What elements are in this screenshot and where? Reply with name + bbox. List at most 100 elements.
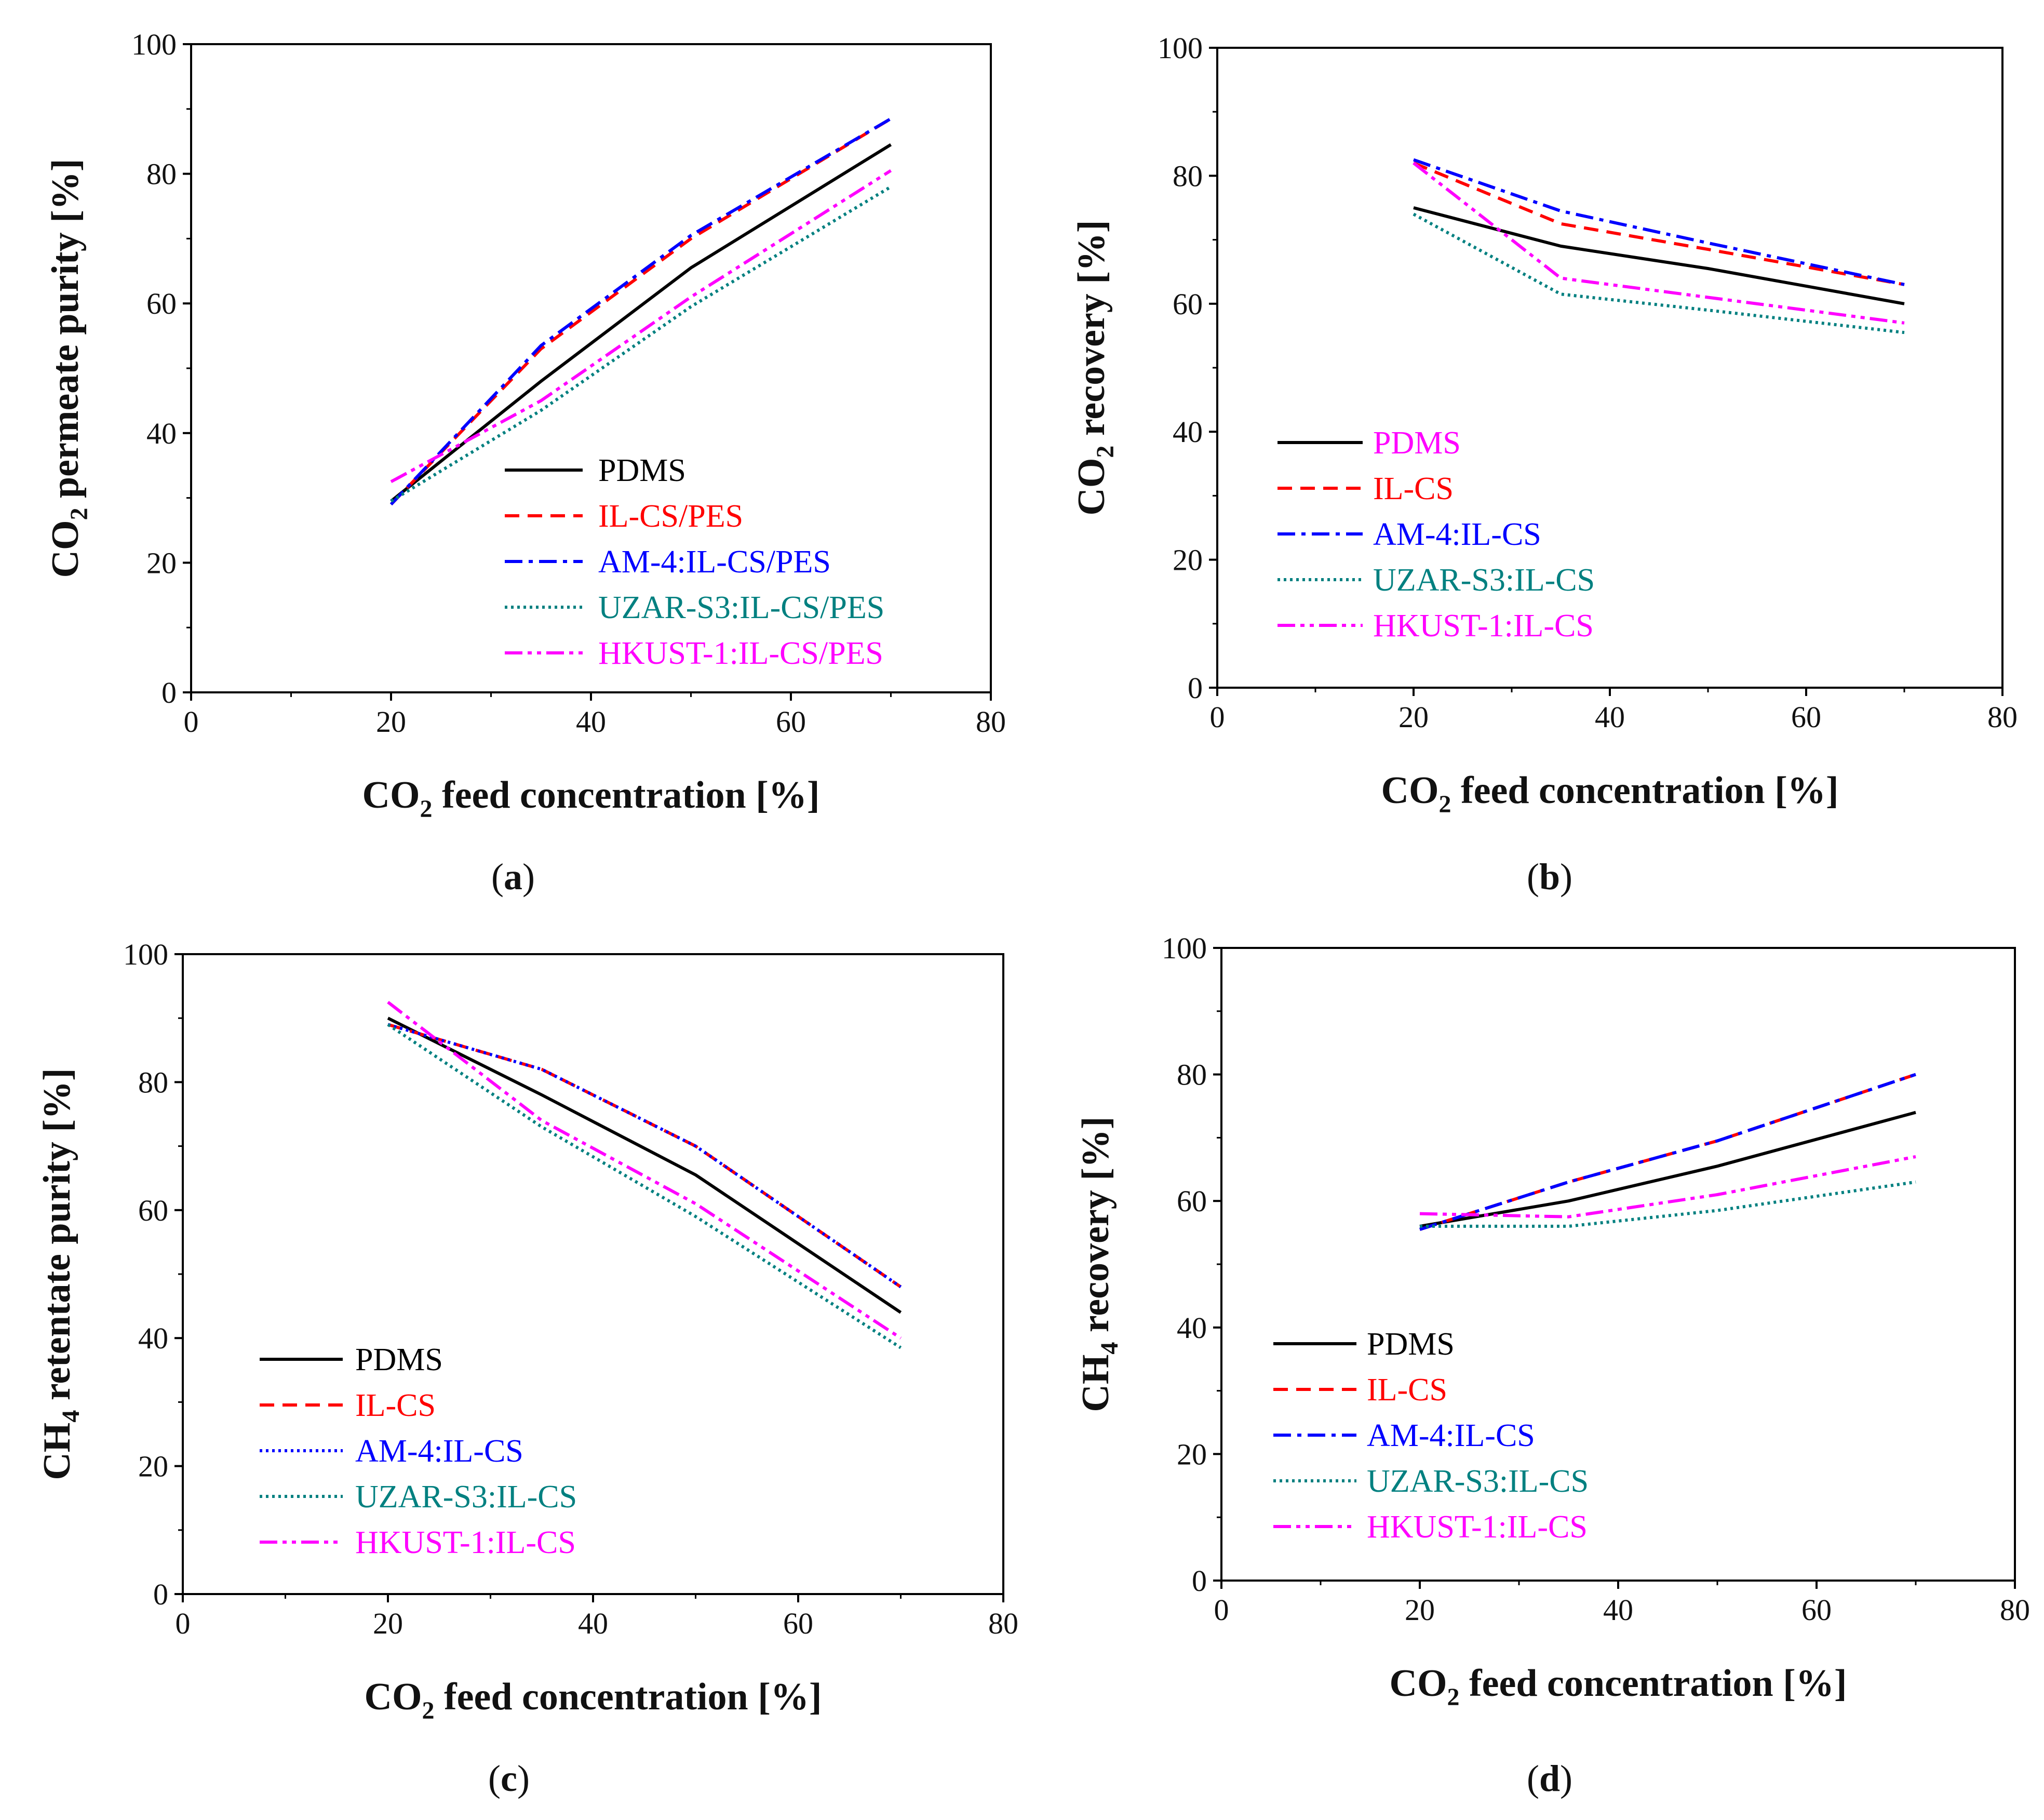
panel-caption: (b) [1527, 856, 1572, 898]
x-axis-label: CO2 feed concentration [%] [1390, 1662, 1847, 1711]
x-tick-label: 20 [373, 1607, 403, 1640]
y-axis-label: CH4 recovery [%] [1074, 1116, 1123, 1412]
series-line-hkust-1-il-cs [1413, 162, 1905, 325]
y-axis-label-main: CO [44, 520, 87, 578]
x-axis-label-rest: feed concentration [%] [1460, 1662, 1847, 1705]
legend: PDMS IL-CS AM-4:IL-CS UZAR-S3:IL-CS HKUST-1:… [1273, 1327, 1589, 1545]
legend-label: UZAR-S3:IL-CS [1373, 563, 1595, 598]
y-tick-label: 20 [138, 1450, 168, 1483]
series-line-am-4-il-cs [1419, 1073, 1916, 1231]
series-line-am-4-il-cs-pes [389, 117, 892, 506]
y-axis-label-rest: recovery [%] [1070, 220, 1113, 445]
series-line-il-cs [1413, 162, 1905, 286]
series-line-pdms [387, 1016, 902, 1314]
caption-close: ) [1560, 856, 1572, 898]
plot-frame [1220, 947, 2016, 1582]
y-axis-label-subscript: 4 [57, 1410, 85, 1423]
legend-label: AM-4:IL-CS/PES [598, 544, 831, 580]
caption-open: ( [1527, 1758, 1539, 1799]
y-axis-label-main: CO [1070, 458, 1113, 516]
x-tick-label: 0 [184, 705, 199, 739]
series-line-am-4-il-cs [1413, 158, 1905, 286]
y-tick-label: 20 [146, 546, 177, 580]
series-line-hkust-1-il-cs-pes [390, 169, 892, 484]
y-tick-label: 100 [1158, 31, 1203, 65]
x-tick-label: 40 [1595, 700, 1625, 734]
legend-label: IL-CS/PES [598, 499, 743, 534]
legend-label: AM-4:IL-CS [1373, 517, 1541, 552]
y-axis-label-rest: retentate purity [%] [36, 1068, 78, 1410]
legend-label: HKUST-1:IL-CS/PES [598, 636, 883, 671]
x-tick-label: 40 [578, 1607, 608, 1640]
x-axis-label-rest: feed concentration [%] [1451, 769, 1839, 812]
y-axis-label-subscript: 2 [65, 507, 93, 520]
legend-label: IL-CS [1367, 1372, 1447, 1408]
x-tick-label: 80 [976, 705, 1006, 739]
x-axis-label: CO2 feed concentration [%] [1381, 769, 1839, 818]
y-tick-label: 60 [1173, 287, 1203, 321]
legend-label: UZAR-S3:IL-CS [355, 1479, 577, 1515]
y-tick-label: 0 [153, 1577, 168, 1611]
x-axis-label-main: CO [362, 774, 420, 817]
x-axis-label-main: CO [1381, 769, 1439, 812]
y-axis-label: CO2 permeate purity [%] [44, 159, 93, 578]
y-tick-label: 80 [146, 157, 177, 191]
series-line-pdms [390, 143, 892, 503]
y-tick-label: 40 [138, 1321, 168, 1355]
legend-label: AM-4:IL-CS [355, 1434, 523, 1469]
y-tick-label: 40 [1173, 415, 1203, 449]
x-axis-label-subscript: 2 [422, 1697, 435, 1724]
y-axis-label-rest: permeate purity [%] [44, 159, 87, 508]
series-line-pdms [1419, 1110, 1916, 1228]
y-axis-label-main: CH [36, 1423, 78, 1480]
x-tick-label: 40 [1603, 1593, 1633, 1627]
y-axis-label-rest: recovery [%] [1074, 1116, 1117, 1342]
x-tick-label: 80 [1987, 700, 2018, 734]
series-line-il-cs-pes [389, 117, 892, 506]
plot-frame [1216, 47, 2003, 689]
caption-letter: b [1539, 856, 1560, 898]
x-tick-label: 0 [1210, 700, 1225, 734]
legend-label: HKUST-1:IL-CS [1367, 1509, 1588, 1545]
x-axis-label-subscript: 2 [1439, 791, 1451, 818]
series-line-pdms [1413, 206, 1905, 305]
series-line-uzar-s3-il-cs [387, 1023, 902, 1349]
x-tick-label: 60 [783, 1607, 813, 1640]
panel-caption: (d) [1527, 1758, 1572, 1799]
y-tick-label: 100 [131, 28, 177, 61]
x-axis-label-main: CO [1390, 1662, 1447, 1705]
x-axis-label-subscript: 2 [1447, 1683, 1460, 1711]
y-tick-label: 100 [1162, 931, 1207, 965]
x-axis-label-rest: feed concentration [%] [433, 774, 820, 817]
legend-label: UZAR-S3:IL-CS/PES [598, 590, 884, 625]
y-tick-label: 40 [146, 417, 177, 450]
series-line-il-cs [387, 1023, 902, 1289]
legend-label: IL-CS [355, 1388, 436, 1423]
x-axis-label: CO2 feed concentration [%] [362, 774, 820, 823]
x-tick-label: 60 [776, 705, 806, 739]
y-tick-label: 20 [1177, 1437, 1207, 1471]
caption-letter: a [504, 856, 522, 898]
y-tick-label: 60 [146, 287, 177, 320]
y-tick-label: 40 [1177, 1311, 1207, 1345]
x-tick-label: 60 [1801, 1593, 1832, 1627]
caption-letter: c [501, 1758, 517, 1799]
series-line-hkust-1-il-cs [387, 1001, 902, 1340]
y-tick-label: 60 [1177, 1184, 1207, 1218]
x-tick-label: 20 [1405, 1593, 1435, 1627]
x-axis-label-subscript: 2 [420, 795, 433, 823]
series-line-uzar-s3-il-cs-pes [390, 185, 892, 503]
legend-label: HKUST-1:IL-CS [1373, 608, 1594, 644]
panel-d: 0 20 40 60 80 0 20 40 60 80 100 CO2 feed concentrat… [1074, 931, 2030, 1799]
caption-close: ) [1560, 1758, 1572, 1799]
legend: PDMS IL-CS/PES AM-4:IL-CS/PES UZAR-S3:IL-CS… [505, 453, 884, 671]
caption-close: ) [517, 1758, 530, 1799]
legend-label: AM-4:IL-CS [1367, 1418, 1535, 1453]
caption-open: ( [491, 856, 504, 898]
y-tick-label: 100 [123, 938, 168, 971]
panel-caption: (a) [491, 856, 535, 898]
caption-close: ) [522, 856, 535, 898]
y-tick-label: 20 [1173, 543, 1203, 577]
